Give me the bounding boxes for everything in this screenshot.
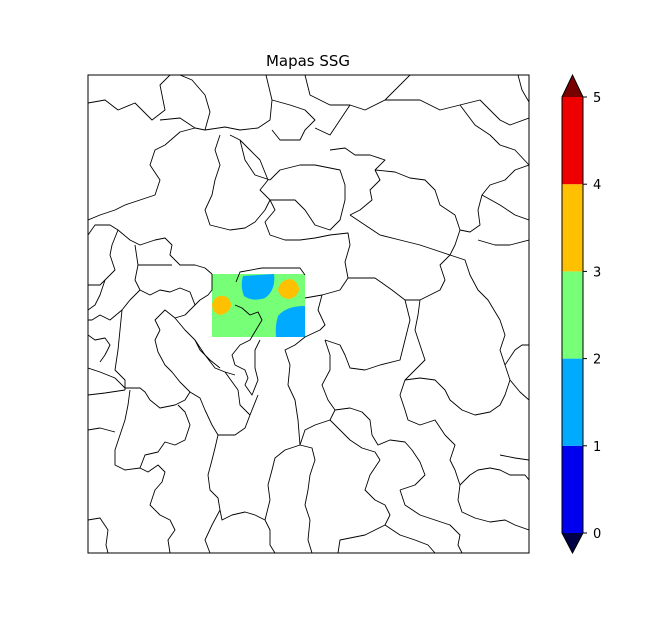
boundary-line <box>349 214 451 256</box>
boundary-line <box>314 104 351 136</box>
boundary-line <box>299 444 316 553</box>
boundary-line <box>159 117 206 131</box>
boundary-line <box>457 484 529 531</box>
colorbar-segment <box>562 184 583 272</box>
colorbar-tick-label: 2 <box>593 353 601 368</box>
boundary-line <box>88 517 109 553</box>
boundary-line <box>374 169 461 256</box>
boundary-line <box>88 279 106 286</box>
colorbar-segment <box>562 271 583 359</box>
boundary-line <box>334 407 426 491</box>
boundary-line <box>509 379 529 401</box>
boundary-line <box>459 467 529 486</box>
boundary-line <box>88 224 119 311</box>
boundary-line <box>207 434 276 553</box>
boundary-line <box>399 489 463 553</box>
field-anomaly-low-southeast <box>275 306 305 337</box>
colorbar-segment <box>562 358 583 446</box>
colorbar-tick-label: 1 <box>593 440 601 455</box>
colorbar-extend-under <box>562 533 583 553</box>
boundary-line <box>385 99 529 126</box>
colorbar-segment <box>562 97 583 185</box>
boundary-line <box>231 304 263 396</box>
boundary-line <box>88 367 126 389</box>
boundary-line <box>139 404 191 469</box>
boundary-line <box>348 277 420 301</box>
boundary-line <box>271 99 316 141</box>
boundary-line <box>329 147 386 171</box>
map-frame <box>87 74 530 554</box>
boundary-line <box>269 164 346 231</box>
boundary-line <box>299 232 351 299</box>
boundary-line <box>299 419 381 461</box>
field-anomaly-low-west <box>241 274 275 300</box>
boundary-line <box>88 244 141 321</box>
colorbar-tick-label: 4 <box>593 178 601 193</box>
boundary-line <box>264 199 300 241</box>
boundary-line <box>324 299 411 371</box>
colorbar: 0 1 2 3 4 5 <box>561 73 601 555</box>
boundary-line <box>235 267 306 283</box>
boundary-line <box>194 339 221 369</box>
boundary-line <box>249 394 259 416</box>
boundary-line <box>204 134 271 231</box>
colorbar-tick-label: 3 <box>593 265 601 280</box>
field-anomaly-high-west <box>212 295 231 315</box>
boundary-line <box>337 459 391 553</box>
map-area <box>88 75 529 553</box>
boundary-line <box>449 254 506 366</box>
boundary-line <box>125 329 191 409</box>
colorbar-segment <box>562 445 583 533</box>
boundary-line <box>517 75 529 103</box>
boundary-line <box>179 75 211 131</box>
boundary-line <box>404 364 511 416</box>
boundaries <box>88 75 529 553</box>
colorbar-tick-label: 5 <box>593 91 601 106</box>
boundary-line <box>264 444 301 521</box>
boundary-line <box>477 239 529 246</box>
boundary-line <box>404 254 451 381</box>
boundary-line <box>194 274 213 306</box>
boundary-line <box>114 309 126 390</box>
boundary-line <box>114 389 141 471</box>
ssg-field <box>212 274 305 337</box>
boundary-line <box>204 509 221 553</box>
boundary-line <box>481 194 529 221</box>
boundary-line <box>88 389 126 396</box>
boundary-line <box>284 294 326 446</box>
boundary-line <box>384 524 436 553</box>
boundary-line <box>499 454 529 461</box>
boundary-line <box>117 229 213 275</box>
boundary-line <box>459 104 529 166</box>
boundary-line <box>88 334 111 363</box>
boundary-line <box>399 379 461 486</box>
boundary-line <box>239 139 271 181</box>
boundary-line <box>88 127 196 221</box>
boundary-line <box>139 464 176 553</box>
boundary-line <box>349 169 381 216</box>
boundary-line <box>88 427 116 433</box>
colorbar-extend-over <box>562 75 583 97</box>
chart-title: Mapas SSG <box>266 52 350 70</box>
boundary-line <box>139 287 196 331</box>
field-anomaly-high-east <box>278 279 299 299</box>
colorbar-tick-label: 0 <box>593 527 601 542</box>
boundary-line <box>504 344 529 366</box>
boundary-line <box>189 371 251 436</box>
boundary-line <box>88 75 171 121</box>
